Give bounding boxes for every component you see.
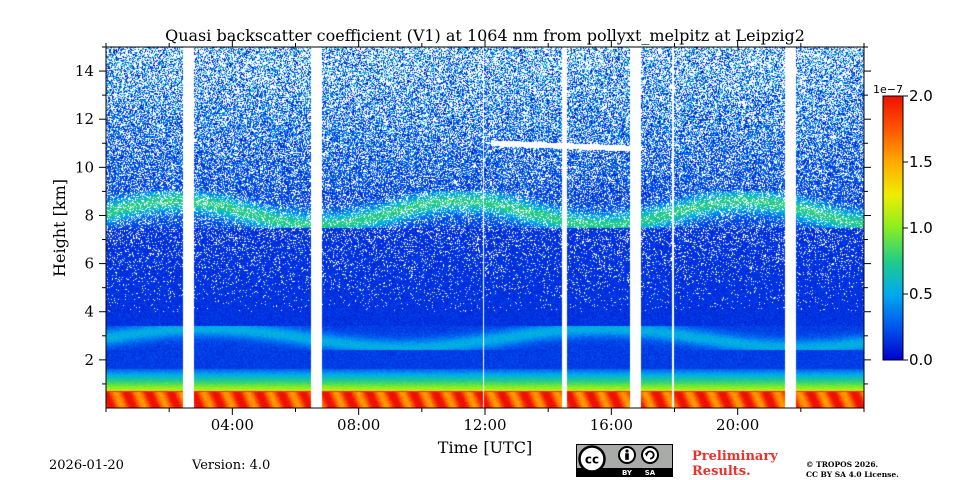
date-label: 2026-01-20 (49, 458, 124, 473)
preliminary-results-label: Preliminary Results. (692, 449, 778, 479)
colorbar-tick-label: 1.0 (909, 219, 933, 237)
x-tick-label: 04:00 (211, 416, 254, 434)
y-tick-label: 12 (75, 110, 94, 128)
x-tick-label: 20:00 (716, 416, 759, 434)
copyright-line-2: CC BY SA 4.0 License. (806, 470, 899, 479)
sa-icon (641, 446, 659, 464)
colorbar-tick-label: 2.0 (909, 87, 933, 105)
version-label: Version: 4.0 (192, 458, 271, 473)
x-tick-label: 08:00 (337, 416, 380, 434)
y-tick-label: 2 (84, 351, 94, 369)
colorbar-ticks: 0.0 0.5 1.0 1.5 2.0 (903, 87, 933, 369)
x-axis-label: Time [UTC] (438, 438, 532, 457)
heatmap-image (106, 47, 864, 408)
y-tick-label: 6 (84, 255, 94, 273)
by-label: BY (622, 469, 633, 477)
x-tick-label: 16:00 (590, 416, 633, 434)
colorbar-tick-label: 0.5 (909, 285, 933, 303)
chart-title: Quasi backscatter coefficient (V1) at 10… (165, 26, 805, 45)
sa-label: SA (645, 469, 656, 477)
svg-text:cc: cc (585, 453, 599, 467)
x-tick-label: 12:00 (463, 416, 506, 434)
colorbar-gradient (882, 95, 904, 361)
plot-area (105, 46, 865, 409)
y-tick-label: 8 (84, 206, 94, 224)
y-tick-label: 14 (75, 62, 94, 80)
copyright-notice: © TROPOS 2026. CC BY SA 4.0 License. (806, 460, 899, 480)
y-tick-label: 10 (75, 158, 94, 176)
colorbar-multiplier: 1e−7 (873, 83, 903, 96)
y-axis: 2 4 6 8 10 12 14 (75, 46, 871, 385)
x-axis: 04:00 08:00 12:00 16:00 20:00 (105, 40, 865, 434)
y-axis-label: Height [km] (50, 179, 69, 277)
cc-by-sa-badge: cc BY SA (576, 444, 673, 477)
colorbar: 1e−7 0.0 0.5 1.0 1.5 2.0 (873, 83, 933, 369)
colorbar-tick-label: 0.0 (909, 351, 933, 369)
cc-icon (578, 445, 606, 473)
colorbar-tick-label: 1.5 (909, 153, 933, 171)
copyright-line-1: © TROPOS 2026. (806, 460, 879, 469)
y-tick-label: 4 (84, 303, 94, 321)
